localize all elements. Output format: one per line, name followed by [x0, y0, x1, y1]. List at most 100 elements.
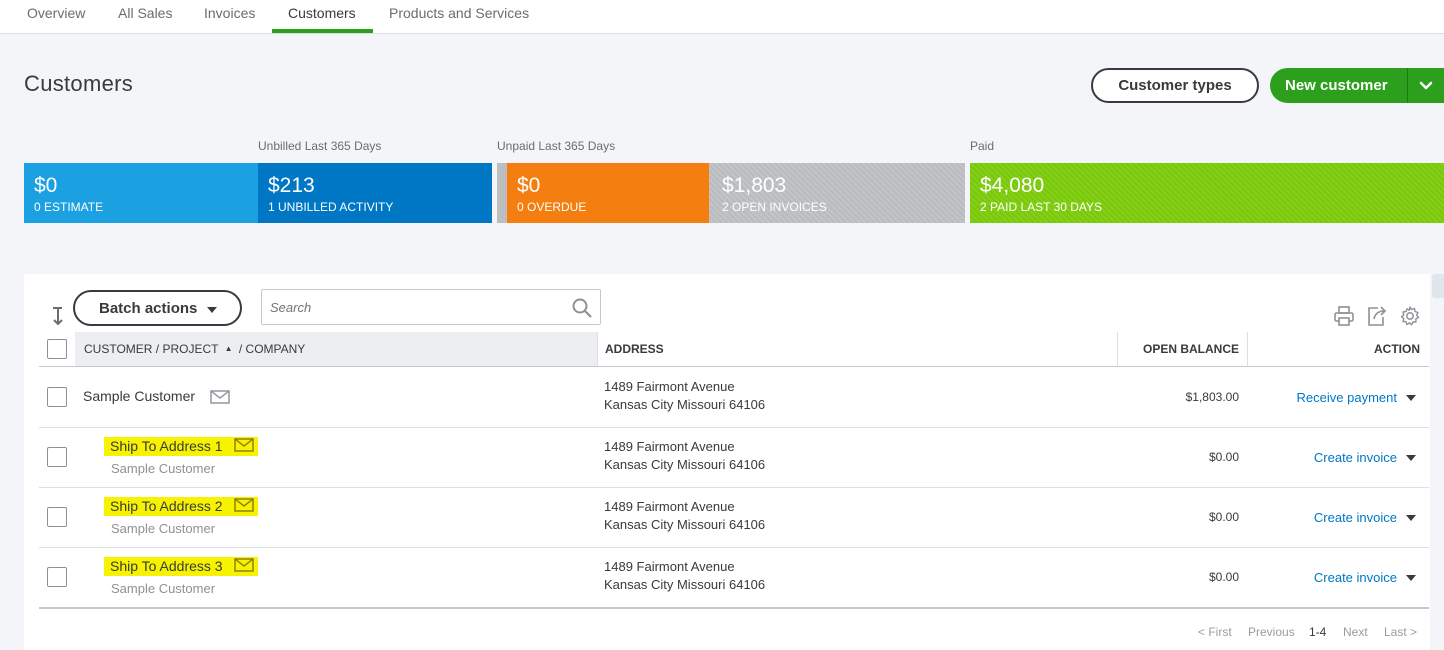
estimate-segment[interactable]: $0 0 ESTIMATE	[24, 163, 258, 223]
tab-customers[interactable]: Customers	[288, 5, 356, 21]
sort-ascending-icon: ▲	[224, 344, 233, 353]
create-invoice-link[interactable]: Create invoice	[1313, 450, 1397, 465]
pager-previous-link[interactable]: Previous	[1248, 625, 1295, 639]
unpaid-edge	[497, 163, 507, 223]
pager-last-link[interactable]: Last >	[1384, 625, 1418, 639]
row-divider	[39, 427, 1429, 428]
unpaid-label: Unpaid Last 365 Days	[497, 139, 616, 153]
envelope-icon[interactable]	[234, 558, 254, 572]
action-dropdown-icon[interactable]	[1406, 395, 1416, 401]
address-line-1: 1489 Fairmont Avenue	[604, 499, 735, 514]
sub-customer-name[interactable]: Ship To Address 1	[104, 437, 259, 456]
overdue-amount: $0	[517, 174, 541, 197]
customer-address: 1489 Fairmont Avenue Kansas City Missour…	[604, 378, 765, 414]
action-dropdown-icon[interactable]	[1406, 575, 1416, 581]
open-balance-value: $0.00	[1208, 450, 1239, 464]
header-divider	[39, 366, 1429, 367]
row-divider	[39, 487, 1429, 488]
button-divider	[1407, 68, 1408, 103]
tab-invoices[interactable]: Invoices	[204, 5, 256, 21]
pager-range: 1-4	[1309, 625, 1327, 639]
address-column-header[interactable]: ADDRESS	[605, 342, 664, 356]
new-customer-label: New customer	[1285, 77, 1388, 94]
column-divider	[597, 332, 598, 366]
batch-actions-label: Batch actions	[99, 300, 198, 317]
tab-all-sales[interactable]: All Sales	[118, 5, 173, 21]
page-title: Customers	[24, 71, 134, 96]
row-checkbox[interactable]	[47, 507, 67, 527]
active-tab-indicator	[272, 29, 373, 33]
open-invoices-segment[interactable]: $1,803 2 OPEN INVOICES	[709, 163, 965, 223]
search-input[interactable]	[261, 289, 601, 325]
tab-products-and-services[interactable]: Products and Services	[389, 5, 530, 21]
sub-customer-name[interactable]: Ship To Address 2	[104, 497, 259, 516]
address-line-2: Kansas City Missouri 64106	[604, 457, 766, 472]
pager-first-link[interactable]: < First	[1198, 625, 1232, 639]
envelope-icon[interactable]	[210, 390, 230, 404]
paid-label: Paid	[970, 139, 995, 153]
unbilled-amount: $213	[268, 174, 315, 197]
export-icon[interactable]	[1366, 305, 1388, 327]
overdue-caption: 0 OVERDUE	[517, 200, 587, 214]
estimate-caption: 0 ESTIMATE	[34, 200, 104, 214]
address-line-2: Kansas City Missouri 64106	[604, 577, 766, 592]
unbilled-caption: 1 UNBILLED ACTIVITY	[268, 200, 394, 214]
address-line-1: 1489 Fairmont Avenue	[604, 559, 735, 574]
customer-column-header[interactable]: CUSTOMER / PROJECT ▲ / COMPANY	[84, 342, 305, 356]
customer-header-bg	[75, 332, 597, 366]
envelope-icon[interactable]	[234, 498, 254, 512]
sub-customer-name[interactable]: Ship To Address 3	[104, 557, 259, 576]
company-header-label: / COMPANY	[238, 342, 306, 356]
select-all-checkbox[interactable]	[47, 339, 67, 359]
row-checkbox[interactable]	[47, 567, 67, 587]
customer-address: 1489 Fairmont Avenue Kansas City Missour…	[604, 438, 765, 474]
customer-types-button[interactable]: Customer types	[1091, 68, 1259, 103]
gear-icon[interactable]	[1399, 305, 1421, 327]
row-divider	[39, 547, 1429, 548]
customer-header-label: CUSTOMER / PROJECT	[84, 342, 219, 356]
unbilled-segment[interactable]: $213 1 UNBILLED ACTIVITY	[258, 163, 492, 223]
create-invoice-link[interactable]: Create invoice	[1313, 510, 1397, 525]
sub-customer-name-link[interactable]: Ship To Address 1	[104, 437, 259, 456]
paid-amount: $4,080	[980, 174, 1045, 197]
open-invoices-amount: $1,803	[722, 174, 787, 197]
open-balance-value: $0.00	[1208, 570, 1239, 584]
column-divider	[1117, 332, 1118, 366]
search-icon[interactable]	[571, 297, 593, 319]
envelope-icon[interactable]	[234, 438, 254, 452]
sub-customer-name-link[interactable]: Ship To Address 3	[104, 557, 259, 576]
print-icon[interactable]	[1333, 305, 1355, 327]
open-balance-value: $0.00	[1208, 510, 1239, 524]
chevron-down-icon[interactable]	[1416, 76, 1436, 96]
top-tab-bar: Overview All Sales Invoices Customers Pr…	[0, 0, 1444, 34]
sub-customer-name-link[interactable]: Ship To Address 2	[104, 497, 259, 516]
batch-actions-button[interactable]: Batch actions	[73, 290, 242, 326]
new-customer-button[interactable]: New customer	[1270, 68, 1444, 103]
caret-down-icon	[207, 307, 217, 313]
create-invoice-link[interactable]: Create invoice	[1313, 570, 1397, 585]
parent-customer-name: Sample Customer	[111, 581, 216, 596]
sub-customer-name-text: Ship To Address 2	[110, 498, 223, 514]
unbilled-label: Unbilled Last 365 Days	[258, 139, 382, 153]
row-checkbox[interactable]	[47, 447, 67, 467]
customer-name-link[interactable]: Sample Customer	[83, 388, 196, 404]
table-bottom-divider	[39, 607, 1429, 609]
sub-customer-name-text: Ship To Address 3	[110, 558, 223, 574]
address-line-2: Kansas City Missouri 64106	[604, 397, 766, 412]
tab-overview[interactable]: Overview	[27, 5, 86, 21]
pager-next-link[interactable]: Next	[1343, 625, 1368, 639]
address-line-1: 1489 Fairmont Avenue	[604, 379, 735, 394]
open-invoices-caption: 2 OPEN INVOICES	[722, 200, 827, 214]
address-line-1: 1489 Fairmont Avenue	[604, 439, 735, 454]
action-dropdown-icon[interactable]	[1406, 515, 1416, 521]
address-line-2: Kansas City Missouri 64106	[604, 517, 766, 532]
scroll-up-tab[interactable]	[1432, 274, 1444, 298]
receive-payment-link[interactable]: Receive payment	[1296, 390, 1397, 405]
row-checkbox[interactable]	[47, 387, 67, 407]
sub-customer-name-text: Ship To Address 1	[110, 438, 223, 454]
action-dropdown-icon[interactable]	[1406, 455, 1416, 461]
open-balance-column-header[interactable]: OPEN BALANCE	[1142, 342, 1239, 356]
overdue-segment[interactable]: $0 0 OVERDUE	[507, 163, 709, 223]
paid-segment[interactable]: $4,080 2 PAID LAST 30 DAYS	[970, 163, 1444, 223]
sort-icon[interactable]	[50, 305, 66, 327]
